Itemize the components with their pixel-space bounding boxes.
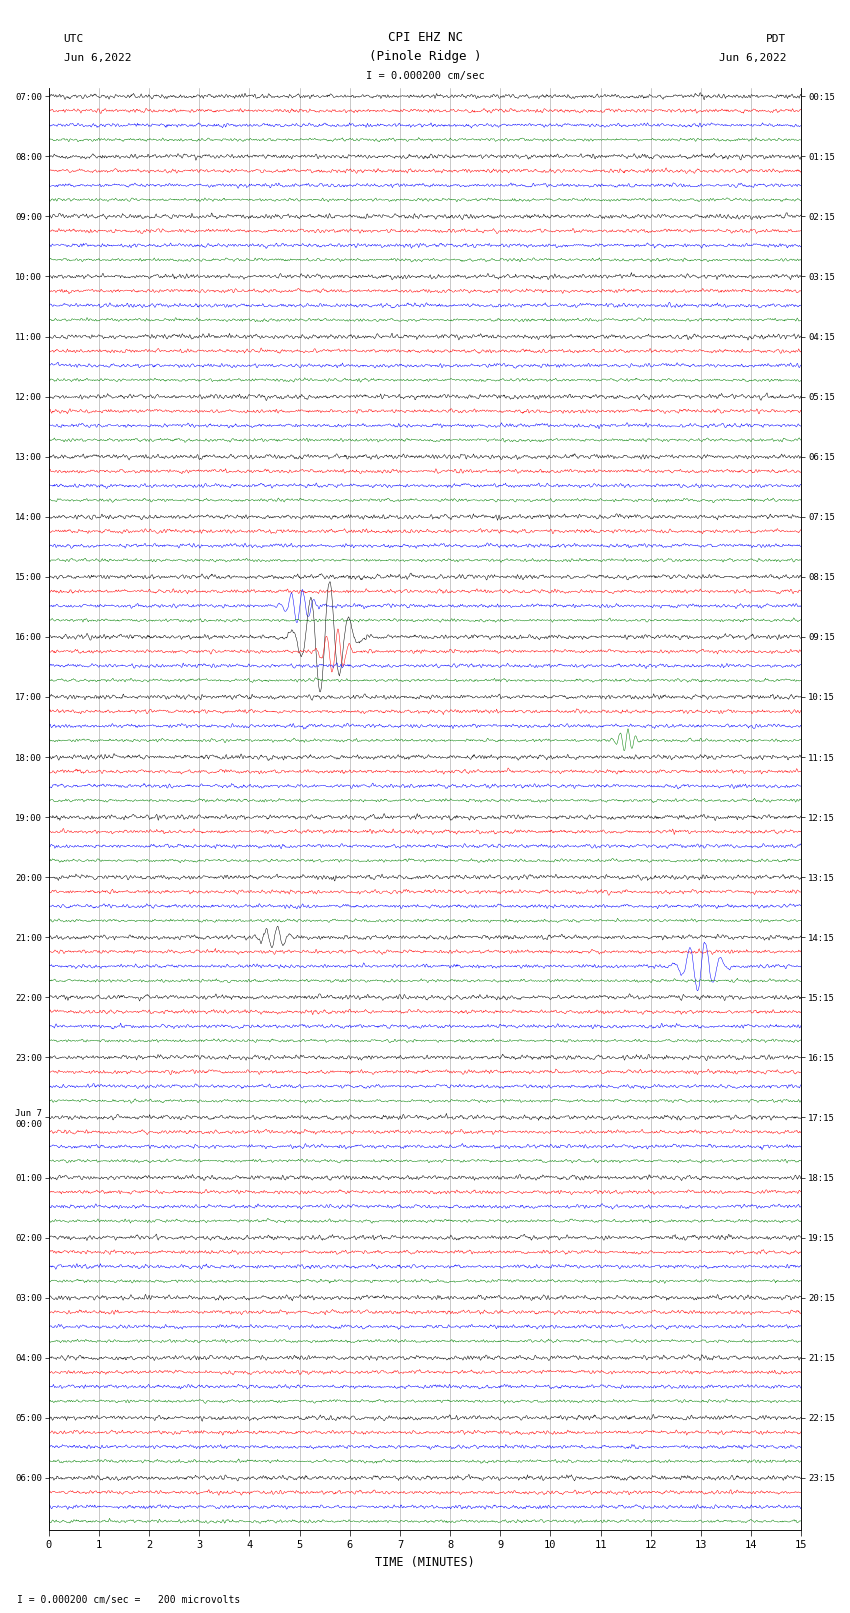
Text: PDT: PDT — [766, 34, 786, 44]
Text: Jun 6,2022: Jun 6,2022 — [719, 53, 786, 63]
Text: CPI EHZ NC: CPI EHZ NC — [388, 31, 462, 44]
Text: (Pinole Ridge ): (Pinole Ridge ) — [369, 50, 481, 63]
Text: Jun 6,2022: Jun 6,2022 — [64, 53, 131, 63]
Text: I = 0.000200 cm/sec =   200 microvolts: I = 0.000200 cm/sec = 200 microvolts — [17, 1595, 241, 1605]
X-axis label: TIME (MINUTES): TIME (MINUTES) — [375, 1557, 475, 1569]
Text: UTC: UTC — [64, 34, 84, 44]
Text: I = 0.000200 cm/sec: I = 0.000200 cm/sec — [366, 71, 484, 82]
